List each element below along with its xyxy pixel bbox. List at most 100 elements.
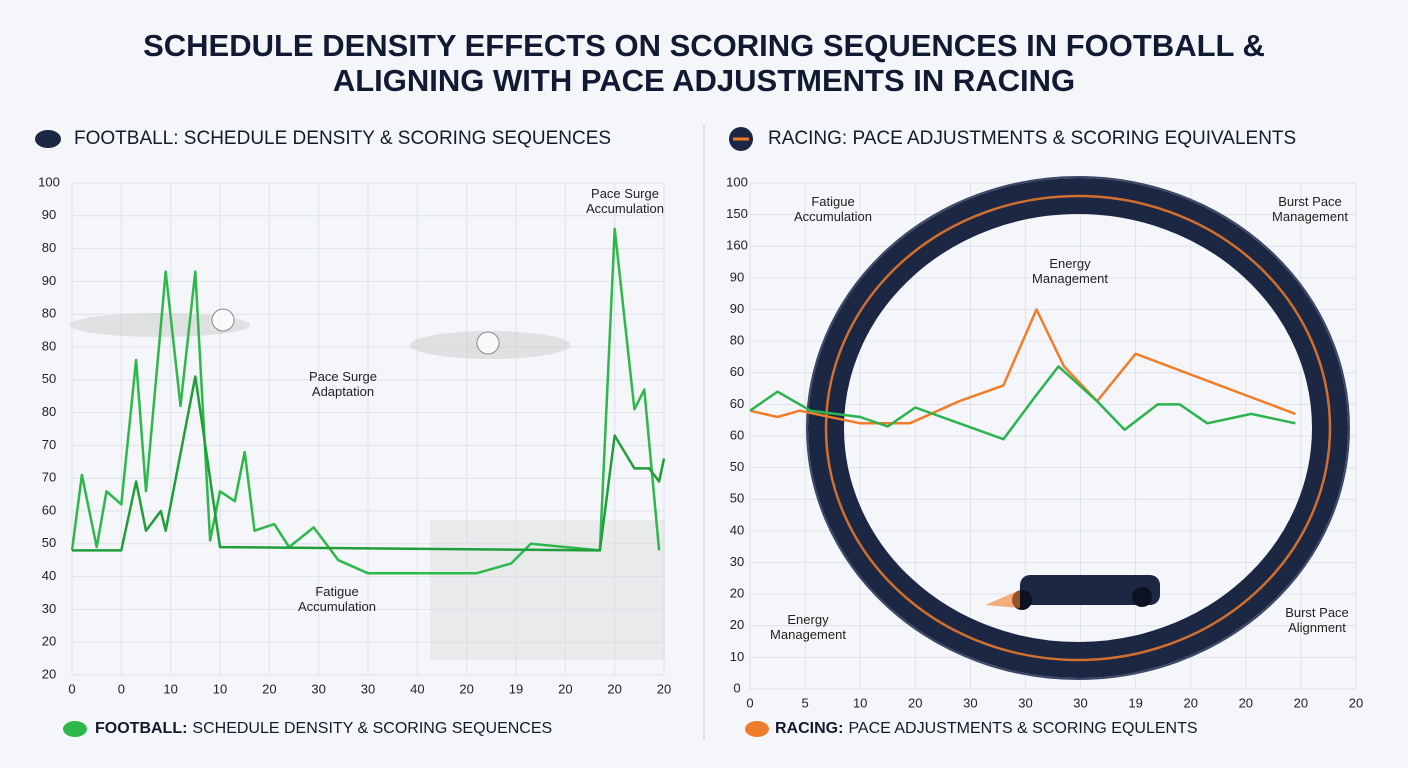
annotation: Burst Pace Alignment [1285,605,1349,635]
y-tick-label: 70 [42,470,56,485]
x-tick-label: 20 [908,695,922,710]
x-tick-label: 0 [746,695,753,710]
footer-text: PACE ADJUSTMENTS & SCORING EQULENTS [848,720,1197,737]
y-tick-label: 60 [730,427,744,442]
annotation-line: Adaptation [312,384,374,399]
y-tick-label: 50 [730,459,744,474]
x-tick-label: 20 [1349,695,1363,710]
x-tick-label: 10 [213,681,227,696]
annotation: Pace Surge Accumulation [586,186,664,216]
series-line [749,308,1296,425]
annotation-line: Fatigue [811,194,854,209]
panel-footer: FOOTBALL: SCHEDULE DENSITY & SCORING SEQU… [95,720,552,737]
x-tick-label: 20 [1294,695,1308,710]
x-tick-label: 5 [801,695,808,710]
y-tick-label: 40 [730,522,744,537]
footer-text: SCHEDULE DENSITY & SCORING SEQUENCES [192,720,552,737]
y-tick-label: 90 [730,269,744,284]
title-line: SCHEDULE DENSITY EFFECTS ON SCORING SEQU… [143,28,1265,63]
annotation-line: Pace Surge [591,186,659,201]
annotation: Pace Surge Adaptation [309,369,377,399]
annotation: Fatigue Accumulation [794,194,872,224]
annotation-line: Accumulation [298,599,376,614]
annotation-line: Fatigue [315,584,358,599]
x-tick-label: 19 [509,681,523,696]
annotation-line: Pace Surge [309,369,377,384]
y-tick-label: 80 [42,306,56,321]
x-tick-label: 0 [118,681,125,696]
y-tick-label: 20 [730,617,744,632]
annotation-line: Accumulation [794,209,872,224]
annotation: Energy Management [1032,256,1108,286]
annotation-line: Management [1032,271,1108,286]
x-tick-label: 0 [68,681,75,696]
annotation-line: Alignment [1288,620,1346,635]
title-line: ALIGNING WITH PACE ADJUSTMENTS IN RACING [333,63,1075,98]
footer-label: RACING: [775,720,843,737]
panel-footer: RACING: PACE ADJUSTMENTS & SCORING EQULEN… [775,720,1198,737]
x-tick-label: 10 [853,695,867,710]
y-tick-label: 50 [42,535,56,550]
annotation-line: Management [1272,209,1348,224]
y-tick-label: 60 [730,396,744,411]
ball-icon [745,721,769,737]
annotation-line: Burst Pace [1285,605,1349,620]
annotation-line: Energy [1049,256,1091,271]
y-tick-label: 20 [42,666,56,681]
panel-title: FOOTBALL: SCHEDULE DENSITY & SCORING SEQ… [74,128,611,149]
y-tick-label: 100 [38,174,60,189]
x-tick-label: 20 [607,681,621,696]
y-tick-label: 70 [42,437,56,452]
annotation-line: Energy [787,612,829,627]
y-tick-label: 40 [42,568,56,583]
x-tick-label: 30 [1018,695,1032,710]
y-tick-label: 30 [42,601,56,616]
y-tick-label: 60 [42,502,56,517]
x-tick-label: 40 [410,681,424,696]
y-tick-label: 160 [726,238,748,253]
y-tick-label: 10 [730,649,744,664]
y-tick-label: 80 [42,404,56,419]
x-tick-label: 30 [311,681,325,696]
panel-title: RACING: PACE ADJUSTMENTS & SCORING EQUIV… [768,128,1296,149]
x-tick-label: 30 [1073,695,1087,710]
y-tick-label: 90 [42,273,56,288]
y-tick-label: 0 [733,680,740,695]
x-tick-label: 20 [558,681,572,696]
y-tick-label: 80 [42,240,56,255]
x-tick-label: 20 [657,681,671,696]
y-tick-label: 20 [42,634,56,649]
series-line [72,375,666,552]
x-tick-label: 20 [459,681,473,696]
football-icon [63,721,87,737]
annotation: Burst Pace Management [1272,194,1348,224]
x-tick-label: 30 [963,695,977,710]
y-tick-label: 60 [730,364,744,379]
x-tick-label: 19 [1128,695,1142,710]
track [806,176,1350,680]
y-tick-label: 150 [726,206,748,221]
y-tick-label: 20 [730,586,744,601]
y-tick-label: 90 [730,301,744,316]
annotation: Fatigue Accumulation [298,584,376,614]
x-tick-label: 10 [163,681,177,696]
football-icon [35,130,61,148]
footer-label: FOOTBALL: [95,720,187,737]
x-tick-label: 30 [361,681,375,696]
y-tick-label: 80 [730,333,744,348]
y-tick-label: 50 [730,491,744,506]
x-tick-label: 20 [1183,695,1197,710]
series-line [70,227,661,575]
y-tick-label: 100 [726,174,748,189]
y-tick-label: 90 [42,207,56,222]
annotation-line: Accumulation [586,201,664,216]
y-tick-label: 50 [42,371,56,386]
annotation-line: Burst Pace [1278,194,1342,209]
chart [71,182,665,676]
y-tick-label: 30 [730,554,744,569]
x-tick-label: 20 [1239,695,1253,710]
y-tick-label: 80 [42,338,56,353]
annotation-line: Management [770,627,846,642]
series-line [749,365,1296,441]
